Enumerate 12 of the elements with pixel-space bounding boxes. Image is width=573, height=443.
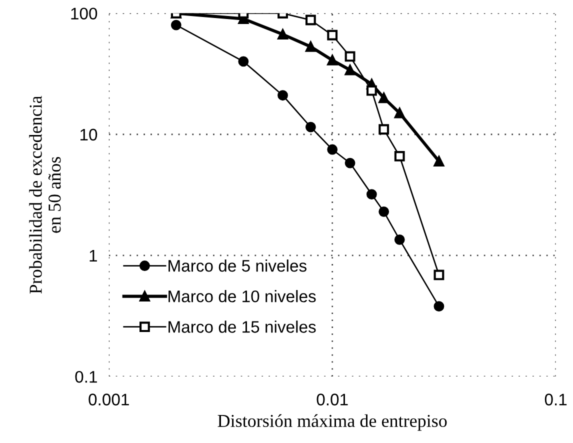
legend-label: Marco de 5 niveles xyxy=(168,260,306,272)
y-tick-label: 100 xyxy=(71,8,98,20)
y-tick-label: 0.1 xyxy=(75,370,97,383)
x-tick-label: 0.01 xyxy=(316,394,348,406)
x-tick-label: 0.1 xyxy=(544,394,567,406)
x-axis-title: Distorsión máxima de entrepiso xyxy=(218,414,447,431)
y-tick-label: 1 xyxy=(90,250,97,262)
legend-label: Marco de 15 niveles xyxy=(168,320,316,333)
y-axis-title: Probabilidad de excedencia en 50 años xyxy=(29,96,61,294)
legend-label: Marco de 10 niveles xyxy=(168,290,316,302)
x-tick-label: 0.001 xyxy=(88,394,129,406)
y-tick-label: 10 xyxy=(80,128,98,141)
